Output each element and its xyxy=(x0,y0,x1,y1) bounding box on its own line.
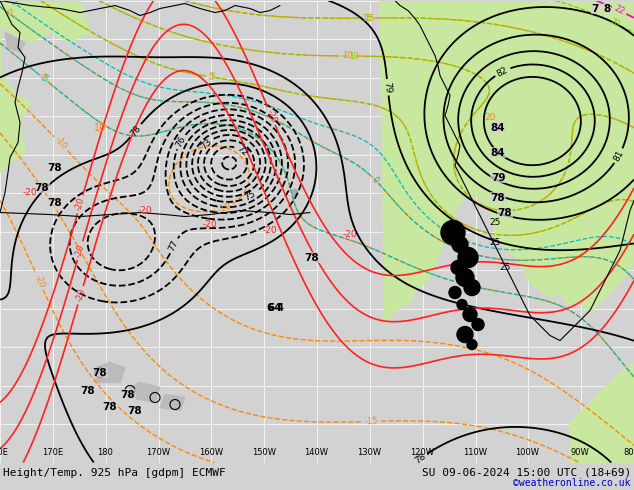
Text: 15: 15 xyxy=(362,14,372,23)
Text: 20: 20 xyxy=(609,17,621,29)
Text: 77: 77 xyxy=(167,239,181,253)
Text: 0: 0 xyxy=(370,175,380,185)
Text: 78: 78 xyxy=(120,390,135,399)
Text: 78: 78 xyxy=(305,252,320,263)
Text: 78: 78 xyxy=(103,401,117,412)
Text: 75: 75 xyxy=(243,190,257,203)
Text: 120W: 120W xyxy=(410,447,434,457)
Circle shape xyxy=(463,308,477,321)
Text: -20: -20 xyxy=(138,206,152,215)
Text: 22: 22 xyxy=(612,4,626,17)
Text: 84: 84 xyxy=(491,122,505,132)
Text: 81: 81 xyxy=(612,148,625,163)
Text: 10: 10 xyxy=(349,51,359,61)
Text: 110W: 110W xyxy=(463,447,487,457)
Text: ©weatheronline.co.uk: ©weatheronline.co.uk xyxy=(514,478,631,488)
Text: 5: 5 xyxy=(207,72,213,82)
Text: -10: -10 xyxy=(217,201,233,215)
Text: 130W: 130W xyxy=(357,447,381,457)
Text: 84: 84 xyxy=(491,147,505,157)
Text: 82: 82 xyxy=(495,65,510,78)
Text: 78: 78 xyxy=(413,451,427,466)
Circle shape xyxy=(467,340,477,349)
Circle shape xyxy=(451,261,465,274)
Text: SU 09-06-2024 15:00 UTC (18+69): SU 09-06-2024 15:00 UTC (18+69) xyxy=(422,468,631,478)
Text: 78: 78 xyxy=(129,123,143,138)
Text: 78: 78 xyxy=(35,183,49,193)
Text: -5: -5 xyxy=(36,71,48,83)
Circle shape xyxy=(452,237,468,252)
Text: 78: 78 xyxy=(93,368,107,377)
Circle shape xyxy=(441,220,465,245)
Text: -20: -20 xyxy=(343,230,358,239)
Text: 78: 78 xyxy=(48,197,62,208)
Text: 78: 78 xyxy=(498,208,512,218)
Text: -20: -20 xyxy=(203,220,217,229)
Text: 80W: 80W xyxy=(624,447,634,457)
Text: -20: -20 xyxy=(265,108,278,124)
Polygon shape xyxy=(0,0,90,43)
Text: 7: 7 xyxy=(592,3,598,14)
Circle shape xyxy=(464,279,480,295)
Text: 10: 10 xyxy=(94,122,106,132)
Text: 6 4: 6 4 xyxy=(266,302,283,313)
Text: -20: -20 xyxy=(74,243,86,258)
Polygon shape xyxy=(380,0,634,23)
Text: 80E: 80E xyxy=(0,447,8,457)
Circle shape xyxy=(458,247,478,268)
Text: 100W: 100W xyxy=(515,447,540,457)
Circle shape xyxy=(292,190,298,196)
Polygon shape xyxy=(0,0,30,172)
Circle shape xyxy=(456,269,474,287)
Polygon shape xyxy=(5,32,25,52)
Text: 0: 0 xyxy=(4,8,13,18)
Polygon shape xyxy=(380,0,634,322)
Text: 25: 25 xyxy=(500,263,511,272)
Text: -10: -10 xyxy=(53,136,68,152)
Polygon shape xyxy=(130,383,160,402)
Text: 73: 73 xyxy=(200,137,214,151)
Text: 150W: 150W xyxy=(252,447,276,457)
Text: 64: 64 xyxy=(268,302,282,313)
Text: 180: 180 xyxy=(98,447,113,457)
Circle shape xyxy=(449,287,461,298)
Text: 20: 20 xyxy=(484,113,496,122)
Text: 90W: 90W xyxy=(571,447,590,457)
Text: 78: 78 xyxy=(127,406,142,416)
Polygon shape xyxy=(160,394,185,411)
Text: -5: -5 xyxy=(39,73,50,85)
Text: 10: 10 xyxy=(342,51,353,61)
Text: 140W: 140W xyxy=(304,447,328,457)
Text: -20: -20 xyxy=(262,226,277,235)
Text: 79: 79 xyxy=(383,81,392,94)
Text: Height/Temp. 925 hPa [gdpm] ECMWF: Height/Temp. 925 hPa [gdpm] ECMWF xyxy=(3,468,226,478)
Circle shape xyxy=(457,326,473,343)
Text: 25: 25 xyxy=(489,218,501,227)
Text: 170W: 170W xyxy=(146,447,171,457)
Circle shape xyxy=(457,299,467,310)
Text: 76: 76 xyxy=(174,135,188,149)
Polygon shape xyxy=(570,363,634,463)
Text: -20: -20 xyxy=(74,288,87,303)
Text: 15: 15 xyxy=(364,13,374,23)
Polygon shape xyxy=(95,363,125,383)
Text: 78: 78 xyxy=(81,386,95,395)
Text: 78: 78 xyxy=(491,193,505,202)
Text: 170E: 170E xyxy=(42,447,63,457)
Text: 160W: 160W xyxy=(199,447,223,457)
Text: 72: 72 xyxy=(235,144,249,158)
Circle shape xyxy=(472,318,484,331)
Text: 79: 79 xyxy=(491,172,505,183)
Text: 5: 5 xyxy=(209,72,215,82)
Text: 2: 2 xyxy=(9,0,18,7)
Text: -20: -20 xyxy=(23,188,37,197)
Text: 8: 8 xyxy=(604,3,611,14)
Text: -15: -15 xyxy=(364,417,378,426)
Text: -20: -20 xyxy=(74,196,86,212)
Text: 25: 25 xyxy=(489,238,501,247)
Text: 78: 78 xyxy=(48,163,62,172)
Text: -20: -20 xyxy=(32,273,46,289)
